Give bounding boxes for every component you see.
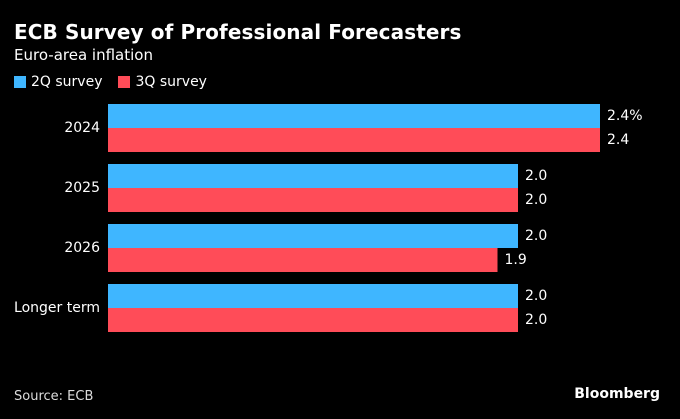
data-label-longer-term-s2: 2.0 xyxy=(525,312,547,328)
category-label-2025: 2025 xyxy=(64,180,100,196)
chart-title: ECB Survey of Professional Forecasters xyxy=(14,20,462,44)
category-label-2026: 2026 xyxy=(64,240,100,256)
bar-2024-s2 xyxy=(108,128,600,152)
legend-label-3q: 3Q survey xyxy=(135,74,207,90)
legend-item-3q: 3Q survey xyxy=(118,74,207,90)
bloomberg-logo: Bloomberg xyxy=(574,386,660,402)
legend-swatch-2q xyxy=(14,76,26,88)
category-label-2024: 2024 xyxy=(64,120,100,136)
data-label-2026-s2: 1.9 xyxy=(505,252,527,268)
chart-subtitle: Euro-area inflation xyxy=(14,46,153,64)
data-label-2024-s2: 2.4 xyxy=(607,132,629,148)
data-label-longer-term-s1: 2.0 xyxy=(525,288,547,304)
data-label-2024-s1: 2.4% xyxy=(607,108,643,124)
bar-2026-s1 xyxy=(108,224,518,248)
data-label-2026-s1: 2.0 xyxy=(525,228,547,244)
bar-2025-s2 xyxy=(108,188,518,212)
bar-longer-term-s1 xyxy=(108,284,518,308)
bar-2024-s1 xyxy=(108,104,600,128)
bar-2025-s1 xyxy=(108,164,518,188)
legend-item-2q: 2Q survey xyxy=(14,74,102,90)
data-label-2025-s1: 2.0 xyxy=(525,168,547,184)
category-label-longer-term: Longer term xyxy=(14,300,100,316)
legend-label-2q: 2Q survey xyxy=(31,74,103,90)
data-label-2025-s2: 2.0 xyxy=(525,192,547,208)
chart-legend: 2Q survey 3Q survey xyxy=(14,74,223,90)
bar-2026-s2 xyxy=(108,248,498,272)
bar-longer-term-s2 xyxy=(108,308,518,332)
legend-swatch-3q xyxy=(118,76,131,88)
source-note: Source: ECB xyxy=(14,389,94,404)
